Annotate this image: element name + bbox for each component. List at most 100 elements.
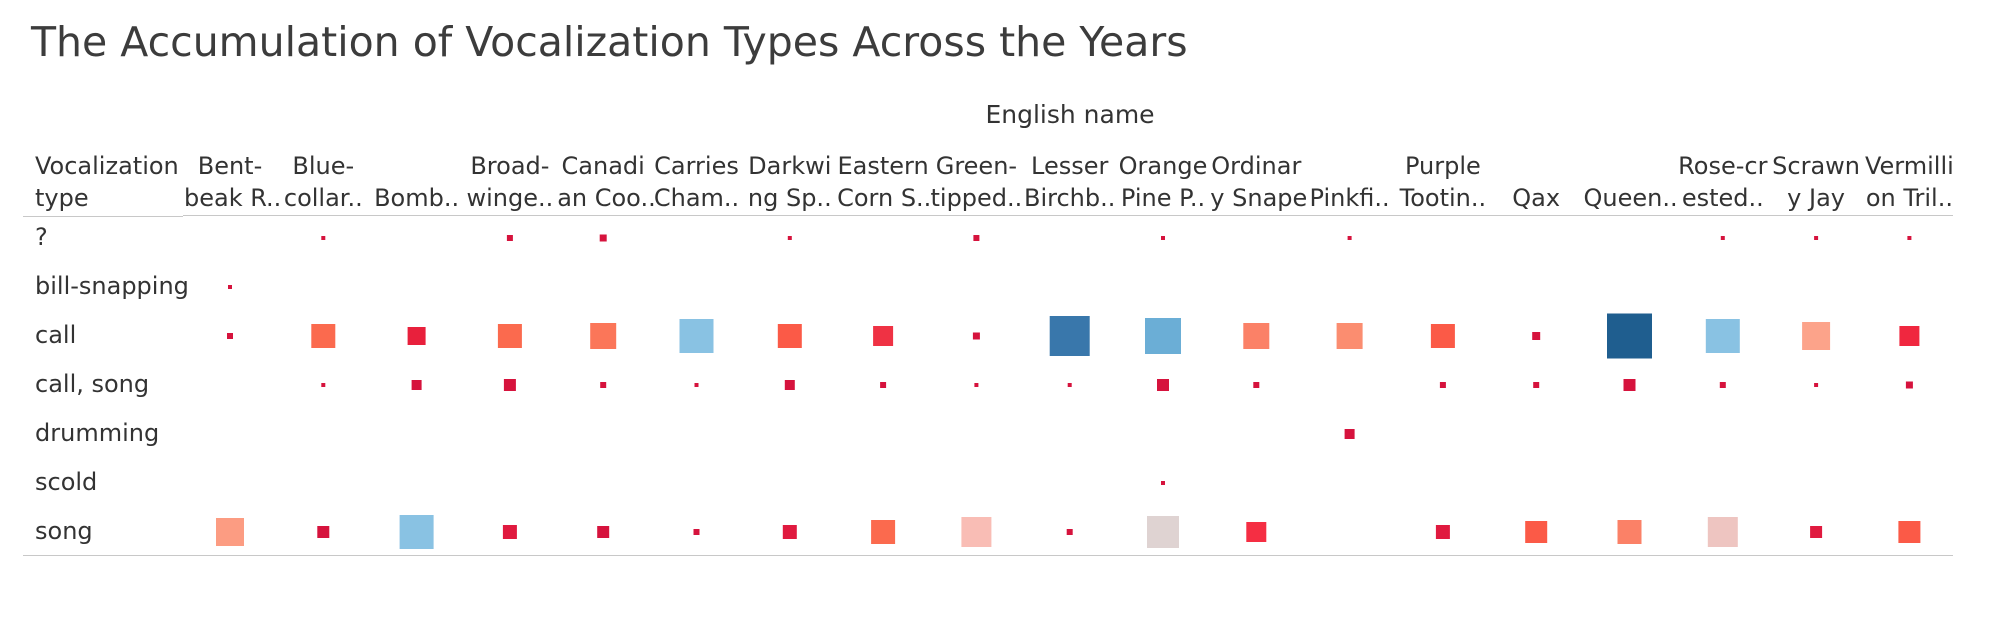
column-label-line: collar.. (283, 184, 363, 212)
column-label: Orange Pine P.. (1117, 150, 1209, 214)
column-label-line: tipped.. (930, 184, 1023, 212)
heatmap-cell (1719, 382, 1726, 388)
column-label-line: Blue- (292, 152, 355, 180)
column-label-line: Cham.. (653, 184, 740, 212)
heatmap-cell (1430, 324, 1455, 348)
header-divider-left (23, 216, 183, 217)
column-label: Pinkfi.. (1304, 150, 1396, 214)
heatmap-cell (1905, 381, 1913, 389)
heatmap-cell (777, 324, 802, 348)
heatmap-cell (317, 526, 330, 538)
column-label-line: Corn S.. (837, 184, 932, 212)
heatmap-cell (1049, 316, 1090, 356)
column-label: Purple Tootin.. (1397, 150, 1489, 214)
row-label: call (35, 321, 77, 349)
heatmap-cell (597, 526, 610, 538)
column-label: Vermilli on Tril.. (1863, 150, 1955, 214)
column-axis-title: English name (985, 100, 1155, 129)
row-label: ? (35, 223, 48, 251)
column-label-line: Bomb.. (374, 184, 460, 212)
heatmap-cell (1810, 526, 1823, 538)
heatmap-cell (974, 383, 979, 387)
heatmap-cell (1347, 236, 1352, 240)
column-label-line: Birchb.. (1024, 184, 1116, 212)
heatmap-cell (784, 380, 795, 390)
heatmap-cell (321, 236, 326, 240)
column-label-line: Qax (1512, 184, 1561, 212)
heatmap-cell (1533, 382, 1540, 388)
heatmap-cell (679, 319, 714, 353)
column-label: Lesser Birchb.. (1024, 150, 1116, 214)
column-label: Canadi an Coo.. (557, 150, 656, 214)
heatmap-cell (311, 324, 336, 348)
column-label: Eastern Corn S.. (837, 150, 932, 214)
column-label-line: Vermilli (1864, 152, 1954, 180)
heatmap-cell (407, 327, 426, 345)
heatmap-cell (871, 520, 896, 544)
heatmap-cell (600, 382, 607, 388)
heatmap-cell (1525, 521, 1548, 543)
row-label: bill-snapping (35, 272, 189, 300)
heatmap-cell (599, 234, 607, 242)
row-label: scold (35, 468, 98, 496)
column-label: Carries Cham.. (651, 150, 743, 214)
heatmap-cell (1243, 323, 1270, 349)
column-label-line: Bent- (197, 152, 263, 180)
heatmap-cell (972, 332, 980, 340)
heatmap-cell (590, 323, 617, 349)
column-label-line: Tootin.. (1399, 184, 1487, 212)
row-axis-title: Vocalization type (35, 150, 179, 214)
heatmap-cell (782, 525, 797, 539)
heatmap-cell (506, 235, 513, 241)
chart-title: The Accumulation of Vocalization Types A… (31, 18, 1188, 66)
heatmap-cell (1623, 379, 1636, 391)
heatmap-cell (873, 326, 894, 346)
column-label-line: Canadi (561, 152, 645, 180)
heatmap-cell (1720, 236, 1725, 240)
column-label-line: beak R.. (184, 184, 282, 212)
heatmap-cell (1814, 383, 1819, 387)
heatmap-cell (227, 333, 233, 339)
heatmap-cell (961, 517, 992, 547)
heatmap-cell (1707, 517, 1738, 547)
heatmap-cell (1246, 522, 1267, 542)
heatmap-cell (1253, 382, 1260, 388)
column-label-line: Pinkfi.. (1309, 184, 1390, 212)
column-label: Rose-cr ested.. (1677, 150, 1769, 214)
row-label: call, song (35, 370, 150, 398)
heatmap-cell (973, 235, 980, 241)
heatmap-cell (1899, 326, 1920, 346)
heatmap-cell (694, 383, 699, 387)
heatmap-cell (411, 380, 422, 390)
column-label-line: Queen.. (1583, 184, 1678, 212)
heatmap-cell (399, 515, 434, 549)
heatmap-cell (1066, 529, 1073, 535)
heatmap-cell (503, 379, 516, 391)
column-label: Darkwi ng Sp.. (744, 150, 836, 214)
heatmap-cell (228, 285, 232, 289)
column-label: Queen.. (1583, 150, 1678, 214)
heatmap-cell (1907, 236, 1912, 240)
column-label-line: on Tril.. (1865, 184, 1953, 212)
column-label-line: winge.. (466, 184, 554, 212)
bottom-divider (23, 555, 1953, 556)
row-label: drumming (35, 419, 160, 447)
heatmap-cell (1336, 323, 1363, 349)
heatmap-cell (1439, 382, 1446, 388)
row-axis-title-line: type (35, 184, 89, 212)
column-label-line: Orange (1118, 152, 1208, 180)
heatmap-cell (1157, 379, 1169, 391)
heatmap-cell (1617, 520, 1642, 544)
heatmap-cell (497, 324, 522, 348)
column-label: Scrawn y Jay (1770, 150, 1862, 214)
column-label-line: ng Sp.. (747, 184, 832, 212)
column-label-line: Broad- (470, 152, 550, 180)
heatmap-cell (216, 518, 244, 546)
heatmap-cell (1145, 318, 1181, 354)
heatmap-cell (321, 383, 326, 387)
column-label-line: Darkwi (748, 152, 832, 180)
column-label-line: Green- (935, 152, 1018, 180)
heatmap-cell (1147, 516, 1179, 548)
heatmap-cell (1814, 236, 1819, 240)
